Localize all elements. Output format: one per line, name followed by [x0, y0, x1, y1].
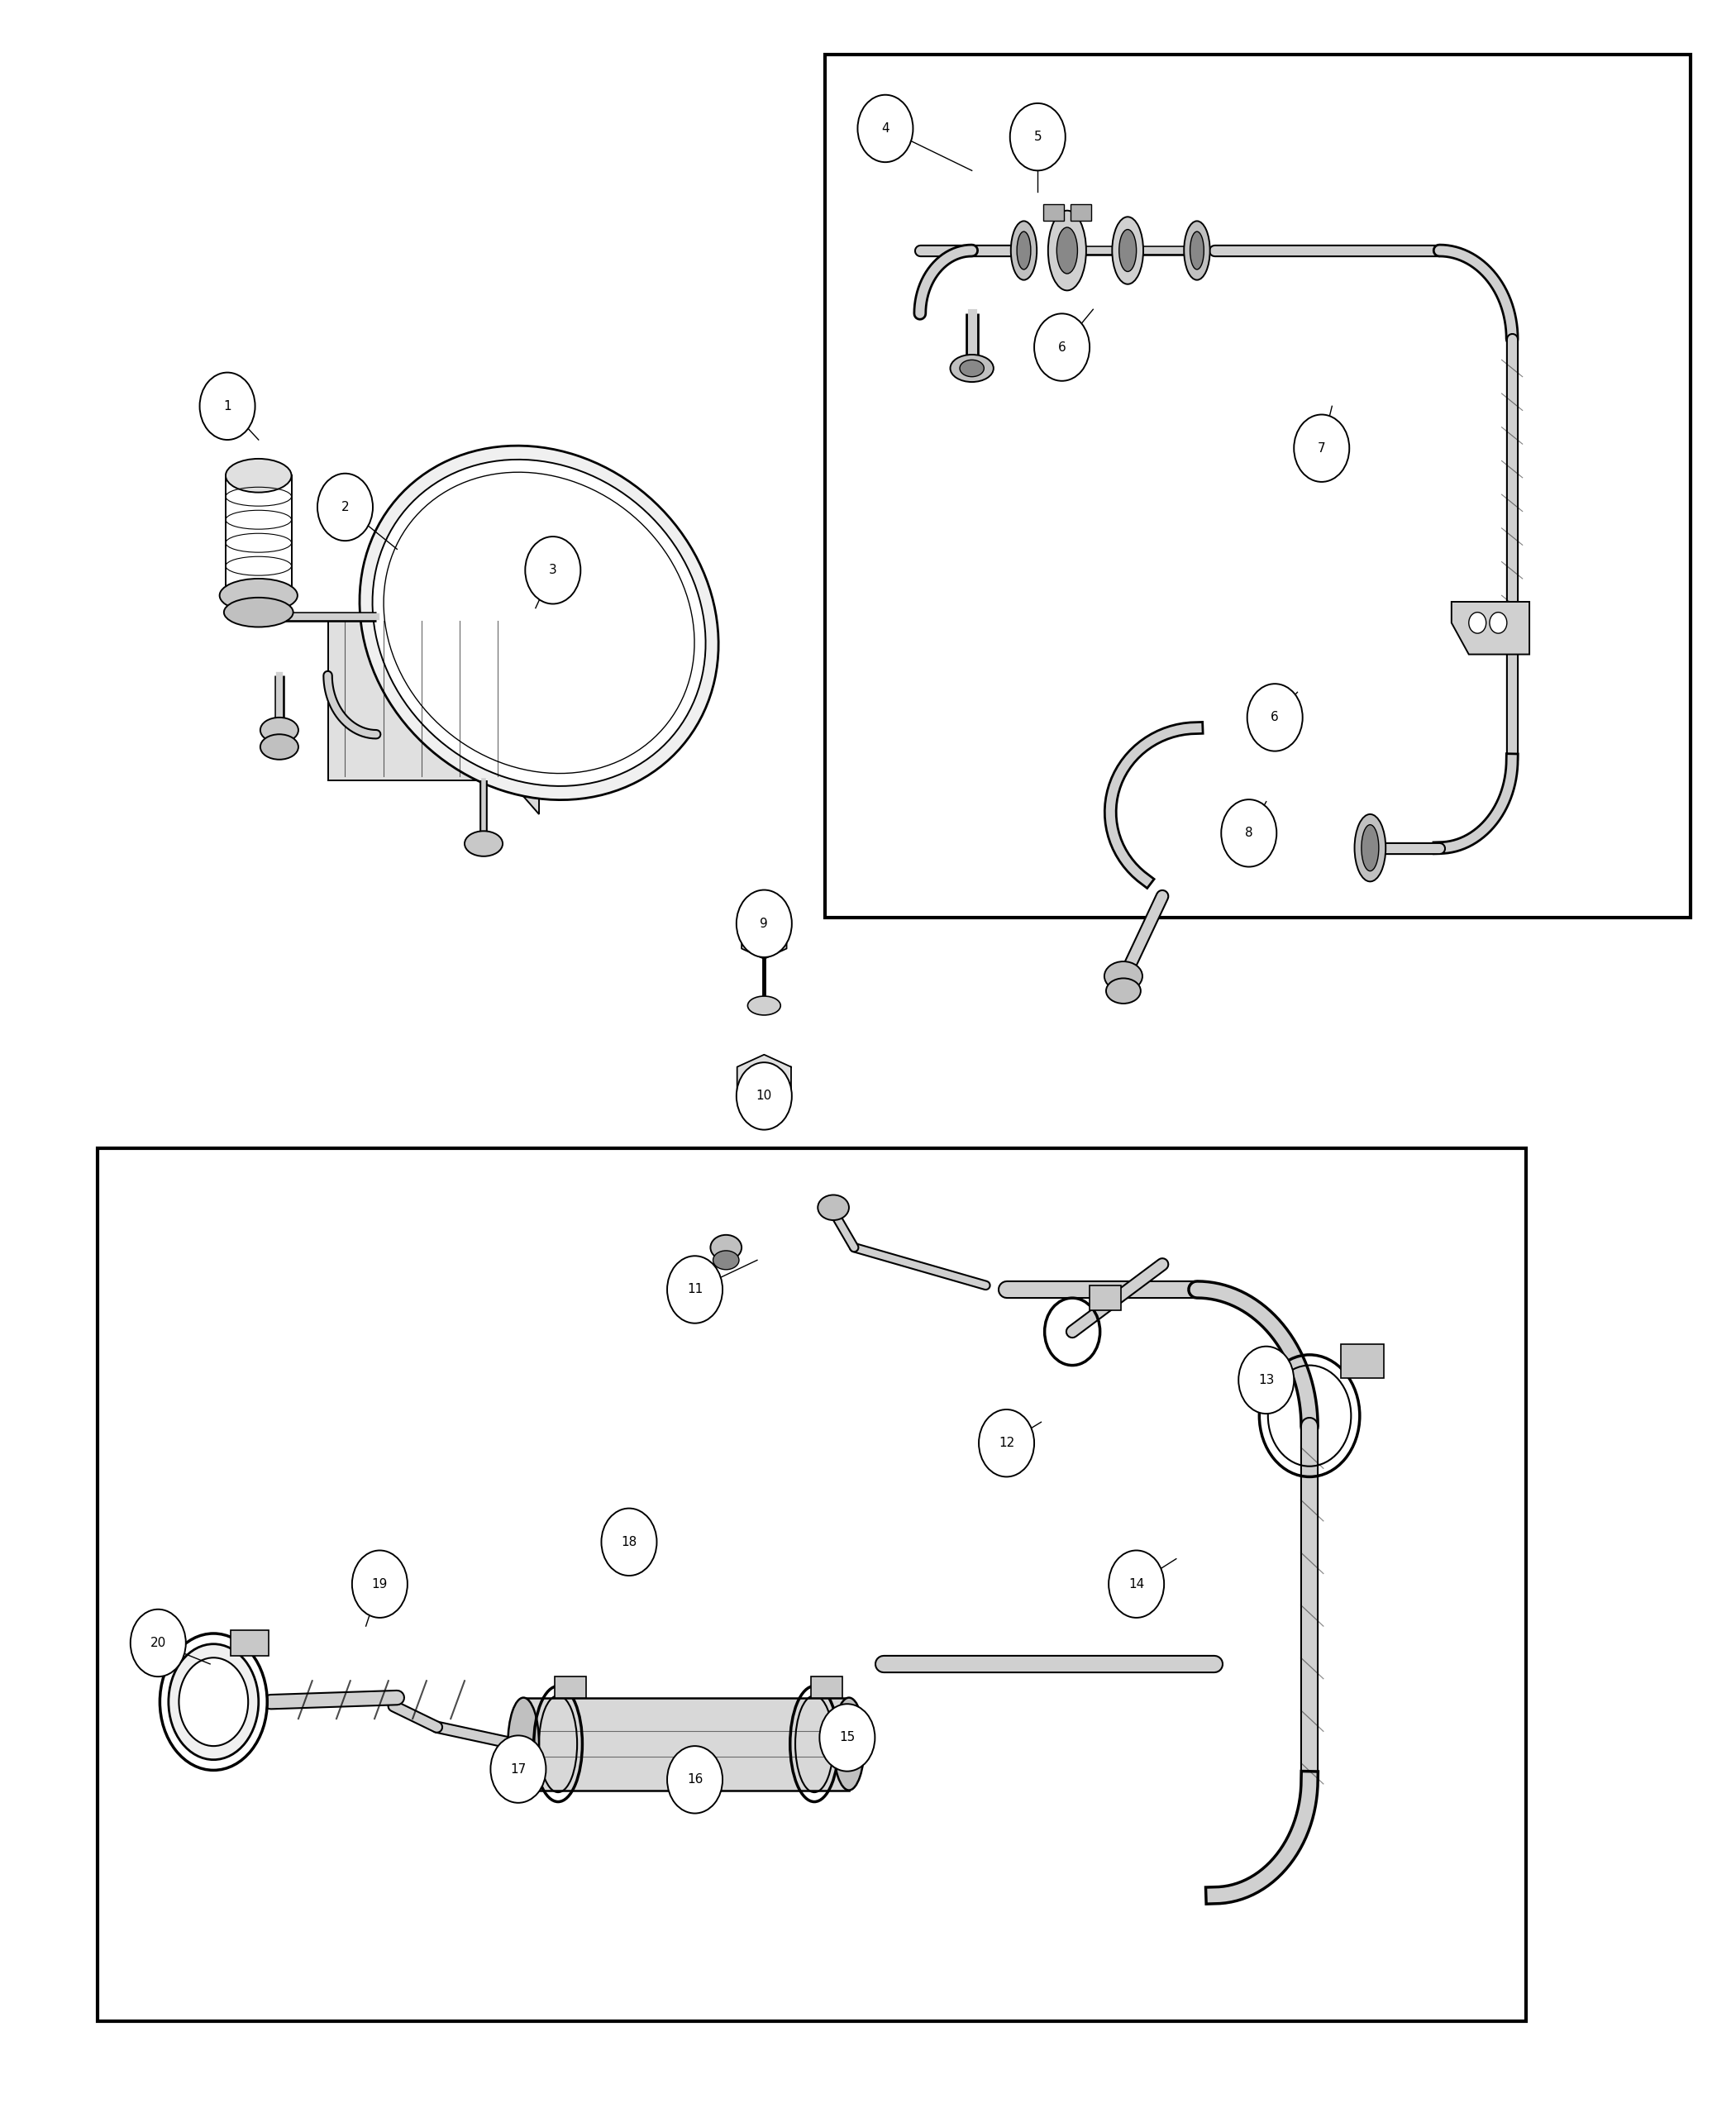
- Text: 8: 8: [1245, 826, 1253, 839]
- Ellipse shape: [833, 1697, 865, 1790]
- Ellipse shape: [160, 1634, 267, 1771]
- Polygon shape: [738, 1054, 792, 1105]
- Circle shape: [736, 890, 792, 957]
- Polygon shape: [1451, 601, 1529, 653]
- Circle shape: [819, 1703, 875, 1771]
- Ellipse shape: [1057, 228, 1078, 274]
- Text: 17: 17: [510, 1762, 526, 1775]
- Polygon shape: [328, 616, 510, 780]
- Text: 4: 4: [882, 122, 889, 135]
- Text: 14: 14: [1128, 1579, 1144, 1589]
- Ellipse shape: [1106, 978, 1141, 1003]
- Circle shape: [1246, 683, 1302, 750]
- Ellipse shape: [960, 360, 984, 377]
- Circle shape: [736, 1062, 792, 1130]
- Circle shape: [200, 373, 255, 441]
- Ellipse shape: [818, 1195, 849, 1221]
- Text: 12: 12: [998, 1438, 1014, 1450]
- Bar: [97, 1149, 1526, 2022]
- Text: 6: 6: [1057, 341, 1066, 354]
- Bar: [231, 1629, 269, 1655]
- Bar: [1340, 1345, 1384, 1379]
- Ellipse shape: [710, 1235, 741, 1261]
- Ellipse shape: [359, 445, 719, 799]
- Circle shape: [667, 1745, 722, 1813]
- Circle shape: [858, 95, 913, 162]
- Text: 1: 1: [224, 401, 231, 413]
- Text: 20: 20: [151, 1636, 167, 1648]
- Ellipse shape: [260, 717, 299, 742]
- Ellipse shape: [1017, 232, 1031, 270]
- Ellipse shape: [219, 578, 297, 611]
- Polygon shape: [741, 917, 786, 959]
- Ellipse shape: [260, 734, 299, 759]
- Ellipse shape: [1120, 230, 1137, 272]
- Ellipse shape: [1184, 221, 1210, 280]
- Ellipse shape: [465, 831, 503, 856]
- Text: 3: 3: [549, 565, 557, 575]
- Text: 9: 9: [760, 917, 767, 930]
- Ellipse shape: [226, 580, 292, 611]
- Text: 16: 16: [687, 1773, 703, 1785]
- Ellipse shape: [1104, 961, 1142, 991]
- Polygon shape: [510, 616, 540, 814]
- Ellipse shape: [748, 997, 781, 1016]
- Ellipse shape: [373, 460, 705, 786]
- Circle shape: [318, 474, 373, 542]
- Text: 10: 10: [757, 1090, 773, 1102]
- Circle shape: [1035, 314, 1090, 382]
- Circle shape: [979, 1410, 1035, 1478]
- Bar: [825, 55, 1691, 917]
- Circle shape: [1489, 611, 1507, 632]
- Circle shape: [601, 1509, 656, 1575]
- Text: 11: 11: [687, 1284, 703, 1296]
- Circle shape: [1293, 415, 1349, 483]
- Ellipse shape: [1049, 211, 1087, 291]
- Ellipse shape: [224, 597, 293, 626]
- Circle shape: [130, 1608, 186, 1676]
- Bar: [1071, 204, 1092, 221]
- Ellipse shape: [226, 460, 292, 493]
- Ellipse shape: [1191, 232, 1203, 270]
- Ellipse shape: [509, 1697, 540, 1790]
- Polygon shape: [328, 616, 540, 649]
- Bar: [1043, 204, 1064, 221]
- Ellipse shape: [1113, 217, 1144, 285]
- Circle shape: [526, 538, 580, 603]
- Bar: [1090, 1286, 1121, 1311]
- Text: 15: 15: [838, 1731, 856, 1743]
- Circle shape: [1220, 799, 1276, 866]
- Ellipse shape: [1361, 824, 1378, 871]
- Text: 7: 7: [1318, 443, 1326, 455]
- Text: 6: 6: [1271, 710, 1279, 723]
- Circle shape: [352, 1549, 408, 1617]
- Text: 13: 13: [1259, 1374, 1274, 1387]
- Bar: [811, 1676, 842, 1697]
- Circle shape: [1109, 1549, 1165, 1617]
- Bar: [524, 1697, 849, 1790]
- Ellipse shape: [950, 354, 993, 382]
- Text: 18: 18: [621, 1537, 637, 1547]
- Circle shape: [1238, 1347, 1293, 1414]
- Text: 2: 2: [342, 502, 349, 514]
- Ellipse shape: [384, 472, 694, 774]
- Ellipse shape: [713, 1250, 740, 1269]
- Text: 5: 5: [1033, 131, 1042, 143]
- Ellipse shape: [1010, 221, 1036, 280]
- Circle shape: [491, 1735, 545, 1802]
- Text: 19: 19: [372, 1579, 387, 1589]
- Bar: [554, 1676, 585, 1697]
- Ellipse shape: [168, 1644, 259, 1760]
- Circle shape: [667, 1256, 722, 1324]
- Ellipse shape: [179, 1657, 248, 1745]
- Circle shape: [1010, 103, 1066, 171]
- Circle shape: [1469, 611, 1486, 632]
- Ellipse shape: [1354, 814, 1385, 881]
